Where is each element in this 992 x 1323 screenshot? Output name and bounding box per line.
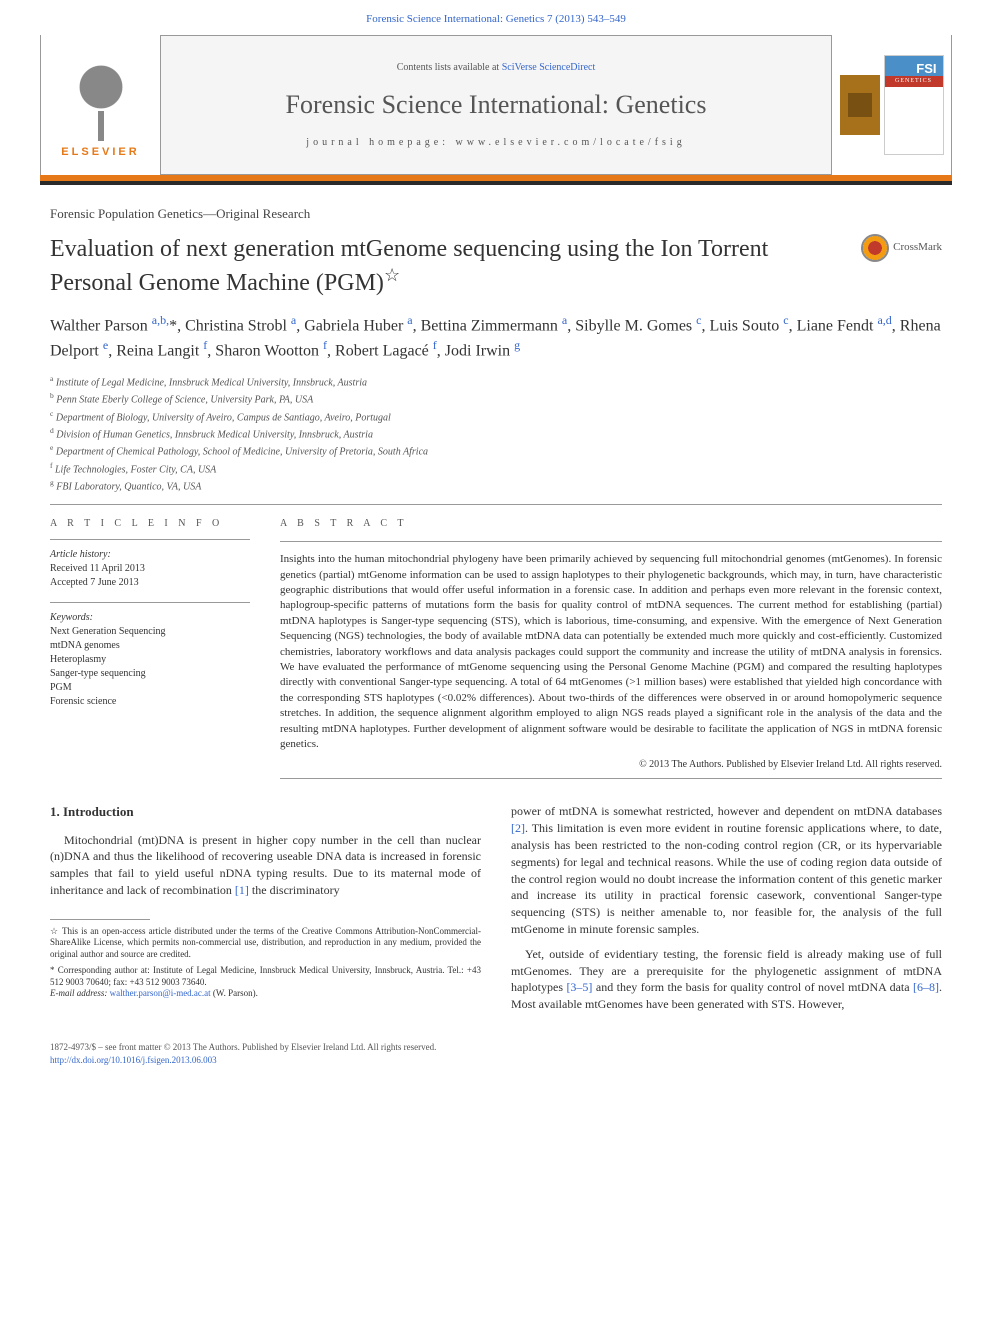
footnote-rule (50, 919, 150, 920)
author-affil-link[interactable]: c (783, 313, 788, 327)
footnote-star: ☆ This is an open-access article distrib… (50, 926, 481, 961)
footnote-email: E-mail address: walther.parson@i-med.ac.… (50, 988, 481, 1000)
keywords-label: Keywords: (50, 611, 250, 625)
keyword: Forensic science (50, 695, 250, 709)
article-info-heading: A R T I C L E I N F O (50, 517, 250, 531)
article-type: Forensic Population Genetics—Original Re… (50, 205, 942, 223)
author-affil-link[interactable]: f (323, 338, 327, 352)
affiliation-line: a Institute of Legal Medicine, Innsbruck… (50, 373, 942, 390)
accepted-date: Accepted 7 June 2013 (50, 576, 250, 590)
crossmark-icon (861, 234, 889, 262)
abstract-column: A B S T R A C T Insights into the human … (280, 517, 942, 779)
reference-link[interactable]: [3–5] (566, 980, 592, 994)
footnotes-block: ☆ This is an open-access article distrib… (50, 926, 481, 1000)
affiliation-line: c Department of Biology, University of A… (50, 408, 942, 425)
body-column-left: 1. Introduction Mitochondrial (mt)DNA is… (50, 803, 481, 1021)
footer-doi-link[interactable]: http://dx.doi.org/10.1016/j.fsigen.2013.… (50, 1055, 217, 1065)
section-1-heading: 1. Introduction (50, 803, 481, 821)
reference-link[interactable]: [6–8] (913, 980, 939, 994)
elsevier-label: ELSEVIER (61, 145, 139, 160)
author-affil-link[interactable]: f (433, 338, 437, 352)
affiliation-line: b Penn State Eberly College of Science, … (50, 390, 942, 407)
author-affil-link[interactable]: a (562, 313, 567, 327)
keyword: Heteroplasmy (50, 653, 250, 667)
journal-homepage: journal homepage: www.elsevier.com/locat… (171, 136, 821, 150)
affiliation-line: g FBI Laboratory, Quantico, VA, USA (50, 477, 942, 494)
email-link[interactable]: walther.parson@i-med.ac.at (110, 988, 211, 998)
intro-para-1-cont: power of mtDNA is somewhat restricted, h… (511, 803, 942, 937)
elsevier-tree-icon (56, 51, 146, 141)
author-affil-link[interactable]: a,d (877, 313, 891, 327)
page-footer: 1872-4973/$ – see front matter © 2013 Th… (0, 1041, 992, 1086)
keyword: Next Generation Sequencing (50, 625, 250, 639)
author-affil-link[interactable]: g (514, 338, 520, 352)
received-date: Received 11 April 2013 (50, 562, 250, 576)
reference-link[interactable]: [2] (511, 821, 525, 835)
journal-title: Forensic Science International: Genetics (171, 87, 821, 123)
footnote-corresponding: * Corresponding author at: Institute of … (50, 965, 481, 988)
journal-reference-link[interactable]: Forensic Science International: Genetics… (366, 13, 626, 25)
keyword: mtDNA genomes (50, 639, 250, 653)
footer-issn: 1872-4973/$ – see front matter © 2013 Th… (50, 1041, 942, 1054)
affiliation-line: d Division of Human Genetics, Innsbruck … (50, 425, 942, 442)
author-affil-link[interactable]: f (203, 338, 207, 352)
author-affil-link[interactable]: e (103, 338, 108, 352)
elsevier-logo[interactable]: ELSEVIER (41, 35, 161, 175)
author-affil-link[interactable]: c (696, 313, 701, 327)
intro-para-2: Yet, outside of evidentiary testing, the… (511, 946, 942, 1013)
crossmark-badge[interactable]: CrossMark (861, 234, 942, 262)
section-rule (50, 504, 942, 505)
affiliation-line: f Life Technologies, Foster City, CA, US… (50, 460, 942, 477)
sciencedirect-link[interactable]: SciVerse ScienceDirect (502, 62, 596, 73)
affiliation-line: e Department of Chemical Pathology, Scho… (50, 442, 942, 459)
cover-left-icon (840, 75, 880, 135)
journal-cover-thumbnail[interactable] (831, 35, 951, 175)
author-affil-link[interactable]: a (407, 313, 412, 327)
body-column-right: power of mtDNA is somewhat restricted, h… (511, 803, 942, 1021)
header-black-bar (40, 181, 952, 185)
abstract-text: Insights into the human mitochondrial ph… (280, 552, 942, 752)
affiliations: a Institute of Legal Medicine, Innsbruck… (50, 373, 942, 494)
title-footnote-star: ☆ (384, 265, 400, 285)
author-affil-link[interactable]: a,b, (152, 313, 169, 327)
abstract-copyright: © 2013 The Authors. Published by Elsevie… (280, 758, 942, 772)
contents-lists-line: Contents lists available at SciVerse Sci… (171, 61, 821, 75)
intro-para-1: Mitochondrial (mt)DNA is present in high… (50, 832, 481, 899)
abstract-heading: A B S T R A C T (280, 517, 942, 531)
cover-right-icon (884, 55, 944, 155)
article-history-label: Article history: (50, 548, 250, 562)
reference-link[interactable]: [1] (235, 883, 249, 897)
author-list: Walther Parson a,b,*, Christina Strobl a… (50, 312, 942, 363)
article-info-column: A R T I C L E I N F O Article history: R… (50, 517, 250, 779)
crossmark-label: CrossMark (893, 240, 942, 255)
article-title: Evaluation of next generation mtGenome s… (50, 234, 841, 298)
keyword: PGM (50, 681, 250, 695)
keyword: Sanger-type sequencing (50, 667, 250, 681)
author-affil-link[interactable]: a (291, 313, 296, 327)
journal-reference: Forensic Science International: Genetics… (0, 0, 992, 35)
journal-header: ELSEVIER Contents lists available at Sci… (40, 35, 952, 175)
